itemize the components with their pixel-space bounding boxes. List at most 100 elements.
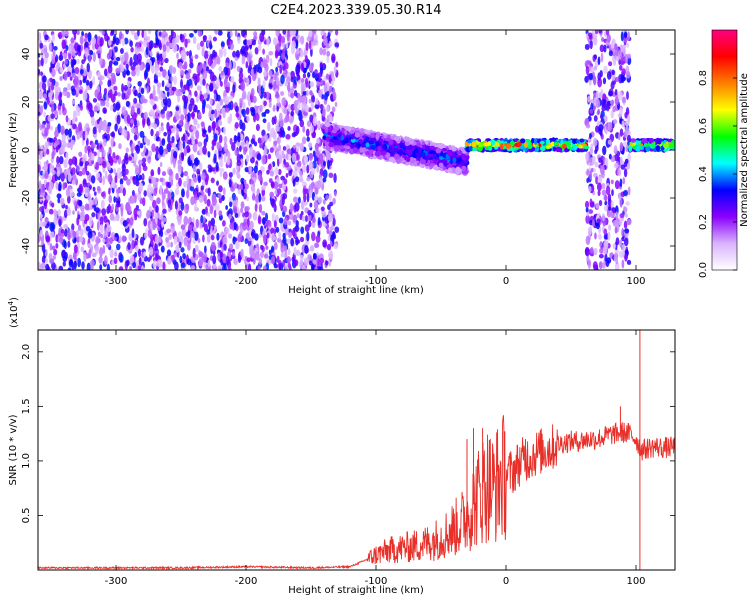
heatmap-cell bbox=[237, 172, 241, 180]
heatmap-cell bbox=[209, 44, 213, 49]
heatmap-cell bbox=[147, 229, 152, 239]
heatmap-cell bbox=[187, 78, 193, 86]
heatmap-cell bbox=[40, 71, 43, 77]
heatmap-cell bbox=[246, 196, 249, 202]
heatmap-cell bbox=[299, 142, 304, 149]
heatmap-cell bbox=[109, 237, 113, 244]
heatmap-cell bbox=[179, 142, 183, 152]
heatmap-cell bbox=[224, 263, 227, 270]
heatmap-cell bbox=[161, 192, 166, 200]
heatmap-cell bbox=[299, 48, 304, 58]
heatmap-cell bbox=[67, 195, 71, 204]
heatmap-cell bbox=[202, 101, 206, 110]
heatmap-cell bbox=[283, 217, 288, 226]
heatmap-cell bbox=[315, 235, 321, 243]
heatmap-cell bbox=[250, 88, 255, 97]
heatmap-cell bbox=[266, 169, 270, 175]
heatmap-cell bbox=[142, 39, 148, 48]
heatmap-cell bbox=[314, 266, 318, 270]
heatmap-cell bbox=[70, 37, 75, 44]
heatmap-cell bbox=[161, 217, 167, 223]
heatmap-cell bbox=[91, 252, 97, 258]
heatmap-cell bbox=[160, 33, 165, 39]
heatmap-cell bbox=[218, 185, 223, 193]
heatmap-cell bbox=[181, 152, 185, 159]
heatmap-cell bbox=[196, 85, 202, 91]
heatmap-cell bbox=[58, 93, 62, 103]
heatmap-cell bbox=[197, 141, 203, 148]
heatmap-cell bbox=[306, 36, 311, 42]
heatmap-cell bbox=[209, 97, 213, 106]
heatmap-cell bbox=[282, 236, 287, 245]
heatmap-cell bbox=[193, 118, 198, 126]
heatmap-cell bbox=[283, 62, 289, 70]
heatmap-cell bbox=[44, 127, 48, 137]
heatmap-cell bbox=[242, 146, 247, 156]
heatmap-cell bbox=[216, 232, 220, 241]
heatmap-cell bbox=[206, 229, 210, 235]
heatmap-cell bbox=[109, 213, 115, 221]
heatmap-cell bbox=[93, 105, 98, 113]
heatmap-cell bbox=[275, 226, 280, 233]
heatmap-cell bbox=[169, 64, 174, 74]
heatmap-cell bbox=[298, 113, 303, 122]
heatmap-cell bbox=[136, 41, 140, 49]
heatmap-cell bbox=[91, 212, 96, 218]
heatmap-cell bbox=[275, 76, 280, 86]
heatmap-cell bbox=[115, 188, 121, 194]
heatmap-cell bbox=[228, 95, 234, 101]
heatmap-cell bbox=[220, 41, 225, 47]
heatmap-cell bbox=[133, 97, 138, 104]
heatmap-cell bbox=[313, 200, 319, 210]
heatmap-cell bbox=[60, 172, 65, 182]
heatmap-cell bbox=[159, 184, 163, 195]
heatmap-cell bbox=[266, 232, 270, 239]
heatmap-cell bbox=[116, 114, 121, 125]
heatmap-cell bbox=[78, 151, 83, 157]
heatmap-cell bbox=[333, 66, 337, 74]
heatmap-cell bbox=[261, 185, 266, 191]
heatmap-cell bbox=[126, 114, 131, 125]
heatmap-cell bbox=[246, 257, 252, 263]
heatmap-cell bbox=[109, 88, 113, 99]
heatmap-cell bbox=[280, 35, 286, 44]
heatmap-cell bbox=[107, 173, 113, 181]
heatmap-cell bbox=[301, 164, 307, 173]
heatmap-cell bbox=[304, 224, 310, 232]
heatmap-cell bbox=[268, 249, 272, 256]
heatmap-cell bbox=[155, 130, 160, 137]
heatmap-cell bbox=[310, 63, 314, 72]
heatmap-cell bbox=[271, 212, 275, 223]
heatmap-cell bbox=[100, 191, 106, 198]
heatmap-cell bbox=[99, 37, 104, 47]
heatmap-cell bbox=[277, 168, 282, 176]
heatmap-cell bbox=[254, 47, 259, 55]
heatmap-cell bbox=[119, 253, 124, 263]
heatmap-cell bbox=[44, 34, 49, 41]
heatmap-cell bbox=[300, 82, 304, 92]
heatmap-cell bbox=[156, 82, 162, 88]
heatmap-cell bbox=[87, 242, 93, 248]
heatmap-cell bbox=[278, 144, 282, 151]
heatmap-cell bbox=[262, 265, 267, 270]
heatmap-cell bbox=[229, 201, 233, 208]
heatmap-cell bbox=[223, 152, 227, 163]
heatmap-cell bbox=[121, 106, 126, 116]
heatmap-cell bbox=[58, 109, 62, 116]
heatmap-cell bbox=[261, 112, 265, 117]
heatmap-cell bbox=[92, 52, 96, 63]
heatmap-cell bbox=[273, 80, 276, 91]
heatmap-cell bbox=[48, 174, 52, 182]
heatmap-cell bbox=[293, 75, 297, 86]
heatmap-cell bbox=[108, 164, 111, 171]
heatmap-cell bbox=[71, 63, 74, 69]
heatmap-cell bbox=[251, 228, 256, 239]
heatmap-cell bbox=[49, 66, 53, 73]
heatmap-cell bbox=[49, 258, 55, 264]
heatmap-cell bbox=[259, 32, 265, 43]
heatmap-cell bbox=[84, 145, 88, 154]
heatmap-cell bbox=[166, 98, 172, 108]
heatmap-cell bbox=[55, 181, 59, 190]
heatmap-cell bbox=[136, 107, 141, 115]
heatmap-cell bbox=[328, 160, 333, 167]
